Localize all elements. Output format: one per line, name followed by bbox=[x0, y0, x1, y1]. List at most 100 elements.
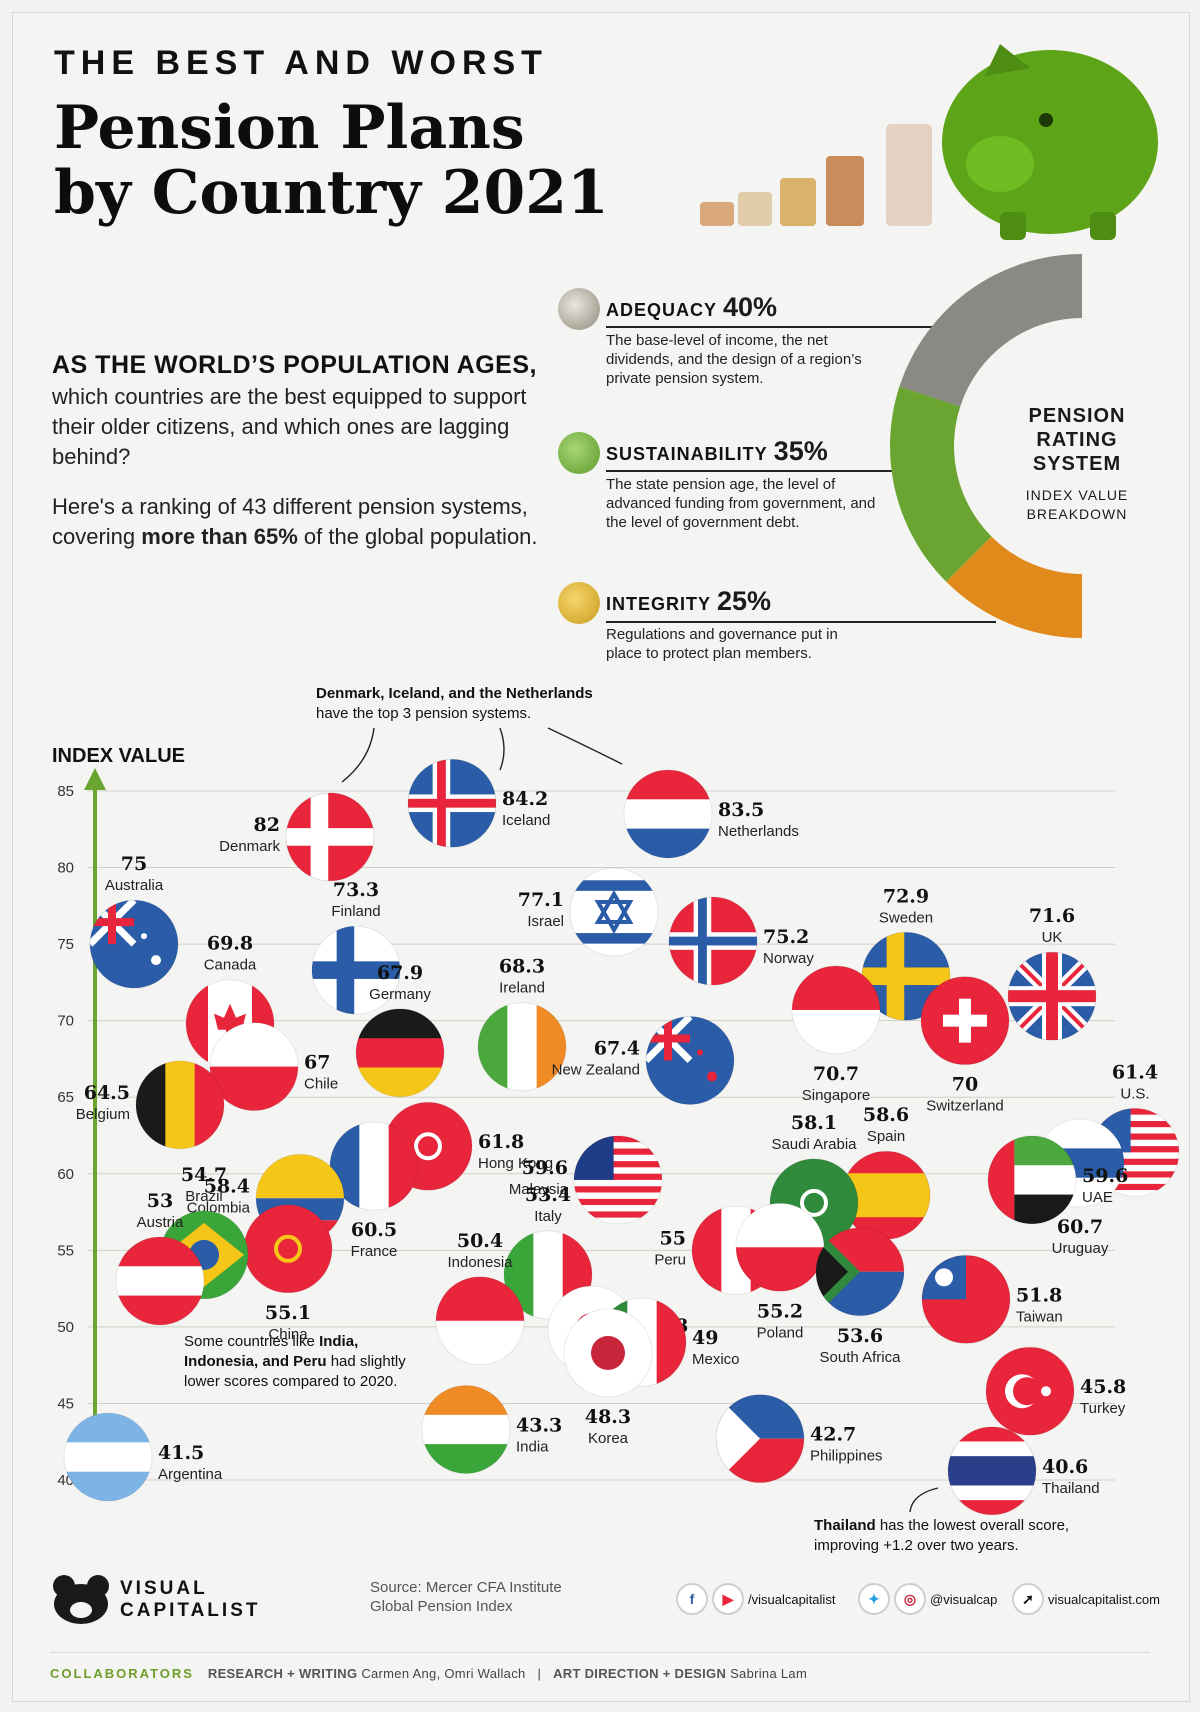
value-label: 64.5 bbox=[84, 1082, 130, 1104]
y-tick-label: 55 bbox=[57, 1242, 74, 1259]
title-line-2: by Country 2021 bbox=[54, 157, 609, 228]
value-label: 58.6 bbox=[863, 1104, 909, 1126]
value-label: 53.4 bbox=[525, 1184, 571, 1206]
value-label: 82 bbox=[254, 814, 280, 836]
website-link[interactable]: visualcapitalist.com bbox=[1048, 1591, 1160, 1607]
value-label: 71.6 bbox=[1029, 905, 1075, 927]
country-point-belgium: 64.5 Belgium bbox=[76, 1060, 225, 1150]
adequacy-connector bbox=[606, 326, 978, 328]
country-label: Belgium bbox=[76, 1106, 130, 1123]
value-label: 67.9 bbox=[377, 962, 423, 984]
logo-line-1: VISUAL bbox=[120, 1578, 208, 1599]
value-label: 42.7 bbox=[810, 1424, 856, 1446]
value-label: 60.5 bbox=[351, 1219, 397, 1241]
cursor-icon[interactable]: ➚ bbox=[1012, 1583, 1044, 1615]
flag-graphic bbox=[570, 867, 658, 956]
value-label: 45.8 bbox=[1080, 1376, 1126, 1398]
country-label: Spain bbox=[867, 1128, 905, 1145]
country-label: Taiwan bbox=[1016, 1308, 1063, 1325]
youtube-icon[interactable]: ▶ bbox=[712, 1583, 744, 1615]
value-label: 49 bbox=[692, 1327, 718, 1349]
country-point-saudi-arabia: 58.1 Saudi Arabia bbox=[769, 1112, 859, 1248]
country-label: Philippines bbox=[810, 1448, 883, 1465]
factor-pct: 40% bbox=[723, 292, 778, 322]
country-point-israel: 77.1 Israel bbox=[518, 867, 659, 957]
credits-line: COLLABORATORS RESEARCH + WRITING Carmen … bbox=[50, 1666, 807, 1681]
lower-text-bold-2: Indonesia, and Peru bbox=[184, 1353, 327, 1370]
visual-capitalist-logo[interactable]: VISUAL CAPITALIST bbox=[50, 1572, 270, 1632]
title-kicker: THE BEST AND WORST bbox=[54, 44, 548, 82]
social-handle-1[interactable]: /visualcapitalist bbox=[748, 1591, 836, 1607]
value-label: 69.8 bbox=[207, 933, 253, 955]
country-label: Austria bbox=[137, 1214, 184, 1231]
piggy-bank-illustration bbox=[942, 44, 1158, 240]
country-label: Iceland bbox=[502, 812, 550, 829]
value-label: 75 bbox=[121, 853, 147, 875]
value-label: 59.6 bbox=[522, 1157, 568, 1179]
factor-pct: 35% bbox=[773, 436, 828, 466]
country-point-norway: 75.2 Norway bbox=[668, 896, 814, 986]
country-label: Thailand bbox=[1042, 1480, 1100, 1497]
ring-segment-integrity bbox=[946, 536, 1082, 638]
country-label: UK bbox=[1042, 929, 1063, 946]
value-label: 55.1 bbox=[265, 1302, 311, 1324]
value-label: 53.6 bbox=[837, 1325, 883, 1347]
facebook-icon[interactable]: f bbox=[676, 1583, 708, 1615]
intro-paragraph-2: Here's a ranking of 43 different pension… bbox=[52, 492, 572, 552]
y-tick-label: 65 bbox=[57, 1089, 74, 1106]
value-label: 58.4 bbox=[204, 1175, 250, 1197]
rating-system-label: PENSION RATING SYSTEM INDEX VALUE BREAKD… bbox=[1002, 404, 1152, 524]
intro-text: AS THE WORLD’S POPULATION AGES, which co… bbox=[52, 350, 572, 552]
coin-stack-icon bbox=[558, 288, 600, 330]
country-label: Ireland bbox=[499, 980, 545, 997]
flag-graphic bbox=[286, 792, 374, 881]
value-label: 59.6 bbox=[1082, 1165, 1128, 1187]
country-point-australia: 75 Australia bbox=[89, 853, 179, 989]
country-label: Poland bbox=[757, 1324, 804, 1341]
social-twitter-instagram[interactable]: ✦ ◎ @visualcap bbox=[858, 1582, 997, 1616]
flag-graphic bbox=[90, 900, 178, 989]
country-point-netherlands: 83.5 Netherlands bbox=[623, 769, 799, 859]
value-label: 68.3 bbox=[499, 956, 545, 978]
flag-graphic bbox=[136, 1060, 224, 1149]
value-label: 58.1 bbox=[791, 1112, 837, 1134]
flag-graphic bbox=[330, 1122, 418, 1211]
value-label: 84.2 bbox=[502, 788, 548, 810]
country-point-south-africa: 53.6 South Africa bbox=[815, 1227, 905, 1366]
intro-p2-before: Here's a ranking of 43 different pension… bbox=[52, 494, 528, 549]
twitter-icon[interactable]: ✦ bbox=[858, 1583, 890, 1615]
value-label: 55 bbox=[660, 1227, 686, 1249]
intro-p2-after: of the global population. bbox=[297, 524, 538, 549]
instagram-icon[interactable]: ◎ bbox=[894, 1583, 926, 1615]
country-point-denmark: 82 Denmark bbox=[219, 792, 375, 882]
country-label: Korea bbox=[588, 1430, 629, 1447]
country-point-turkey: 45.8 Turkey bbox=[985, 1346, 1126, 1436]
factor-pct: 25% bbox=[717, 586, 772, 616]
country-label: Indonesia bbox=[447, 1254, 513, 1271]
country-label: Singapore bbox=[802, 1087, 870, 1104]
value-label: 72.9 bbox=[883, 885, 929, 907]
country-label: Sweden bbox=[879, 909, 933, 926]
lower-scores-annotation-line-2: Indonesia, and Peru had slightly bbox=[184, 1353, 406, 1370]
intro-lead: AS THE WORLD’S POPULATION AGES, bbox=[52, 351, 537, 379]
country-point-poland: 55.2 Poland bbox=[735, 1202, 825, 1341]
country-label: Peru bbox=[654, 1251, 686, 1268]
flag-graphic bbox=[921, 976, 1009, 1065]
rating-ring bbox=[890, 254, 1082, 638]
flag-graphic bbox=[408, 759, 496, 848]
value-label: 73.3 bbox=[333, 879, 379, 901]
chart-points: 84.2 Iceland 83.5 Netherlands 82 Denmark 77.1 I… bbox=[63, 758, 1180, 1516]
factor-name: INTEGRITY bbox=[606, 594, 712, 614]
social-website[interactable]: ➚ visualcapitalist.com bbox=[1012, 1582, 1160, 1616]
country-label: U.S. bbox=[1120, 1085, 1149, 1102]
value-label: 43.3 bbox=[516, 1414, 562, 1436]
country-label: Saudi Arabia bbox=[771, 1136, 857, 1153]
thailand-arrow bbox=[909, 1487, 939, 1513]
social-handle-2[interactable]: @visualcap bbox=[930, 1591, 998, 1607]
social-facebook-youtube[interactable]: f ▶ /visualcapitalist bbox=[676, 1582, 835, 1616]
country-label: Uruguay bbox=[1052, 1240, 1109, 1257]
country-label: France bbox=[351, 1243, 398, 1260]
flag-graphic bbox=[1008, 952, 1096, 1041]
